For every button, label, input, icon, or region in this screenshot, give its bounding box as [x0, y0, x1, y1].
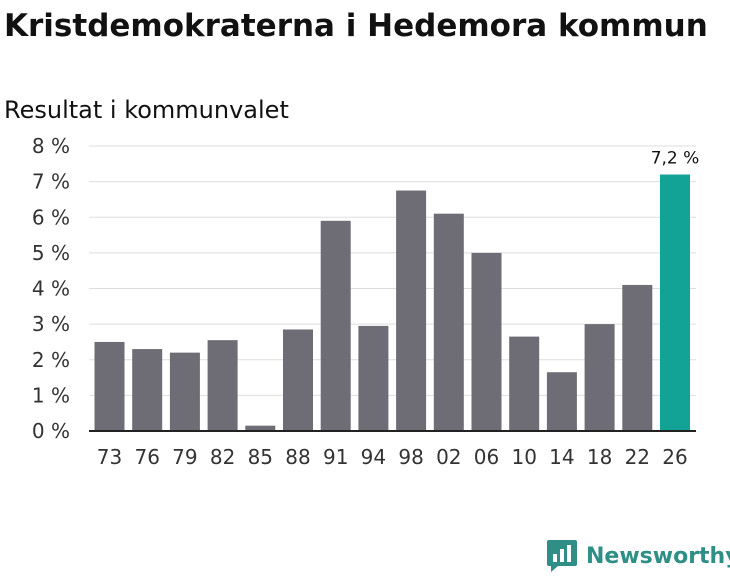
x-tick-label: 10 [511, 445, 536, 469]
y-tick-label: 6 % [32, 205, 70, 229]
x-tick-label: 79 [172, 445, 197, 469]
x-tick-label: 06 [474, 445, 499, 469]
bar [509, 336, 540, 431]
bar [660, 174, 690, 431]
bar [132, 349, 163, 431]
bar [396, 190, 427, 431]
bar [358, 325, 389, 431]
bar [283, 329, 313, 431]
bar [207, 340, 238, 431]
newsworthy-logo: Newsworthy [546, 539, 730, 573]
y-tick-label: 7 % [32, 170, 70, 194]
bar [94, 341, 125, 431]
x-tick-label: 82 [210, 445, 235, 469]
bars [94, 174, 690, 431]
x-tick-label: 85 [248, 445, 273, 469]
y-tick-label: 5 % [32, 241, 70, 265]
bar [471, 252, 502, 431]
x-tick-label: 88 [285, 445, 310, 469]
y-tick-label: 1 % [32, 383, 70, 407]
bar [584, 324, 615, 431]
y-tick-label: 2 % [32, 348, 70, 372]
bar [546, 372, 577, 431]
y-tick-label: 4 % [32, 277, 70, 301]
x-tick-label: 02 [436, 445, 461, 469]
x-tick-label: 18 [587, 445, 612, 469]
x-tick-label: 91 [323, 445, 348, 469]
bar [169, 352, 200, 431]
x-tick-label: 22 [625, 445, 650, 469]
chart-subtitle: Resultat i kommunvalet [4, 96, 289, 124]
x-tick-label: 26 [662, 445, 687, 469]
bar [622, 284, 653, 431]
x-axis-ticks: 73 76 79 82 85 88 91 94 98 02 06 10 14 18 22 26 [97, 445, 688, 469]
brand-name: Newsworthy [586, 543, 730, 569]
data-label: 7,2 % [651, 149, 700, 169]
gridlines [89, 145, 696, 396]
y-axis-ticks: 0 % 1 % 2 % 3 % 4 % 5 % 6 % 7 % 8 % [32, 134, 70, 443]
bar [433, 213, 464, 431]
y-tick-label: 0 % [32, 419, 70, 443]
y-tick-label: 3 % [32, 312, 70, 336]
data-labels: 7,2 % [651, 149, 700, 169]
y-tick-label: 8 % [32, 134, 70, 158]
x-tick-label: 73 [97, 445, 122, 469]
x-tick-label: 76 [134, 445, 159, 469]
x-tick-label: 14 [549, 445, 574, 469]
bar [320, 220, 351, 431]
bar [245, 425, 276, 431]
chart-title: Kristdemokraterna i Hedemora kommun [4, 8, 708, 44]
bar-chart-speech-bubble-icon [547, 540, 577, 572]
x-tick-label: 94 [361, 445, 386, 469]
x-tick-label: 98 [398, 445, 423, 469]
